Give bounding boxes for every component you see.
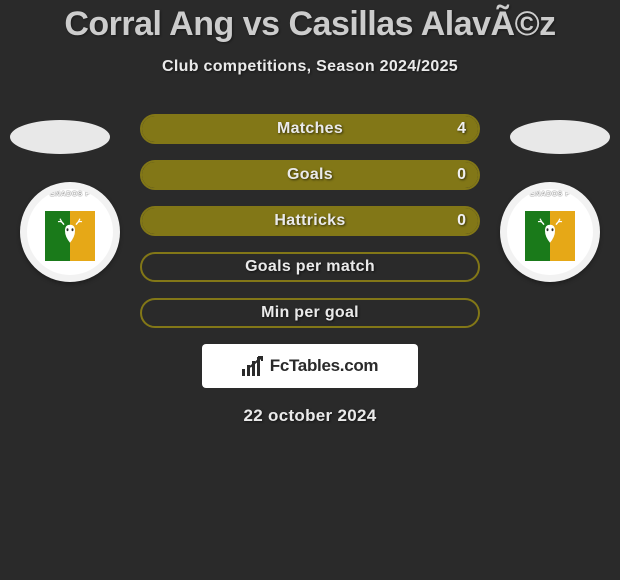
stat-label: Hattricks bbox=[142, 212, 478, 230]
logo-arrow-icon bbox=[248, 353, 266, 371]
deer-icon bbox=[56, 217, 84, 251]
player-avatar-left bbox=[10, 120, 110, 154]
badge-arc-text-left: ENADOS F bbox=[27, 191, 113, 198]
club-badge-right: ENADOS F bbox=[500, 182, 600, 282]
stat-value-right: 0 bbox=[457, 212, 466, 230]
stat-value-right: 0 bbox=[457, 166, 466, 184]
club-badge-inner: ENADOS F bbox=[27, 189, 113, 275]
fctables-logo[interactable]: FcTables.com bbox=[202, 344, 418, 388]
stat-label: Goals bbox=[142, 166, 478, 184]
stat-row: Hattricks0 bbox=[140, 206, 480, 236]
deer-icon bbox=[536, 217, 564, 251]
season-subtitle: Club competitions, Season 2024/2025 bbox=[0, 58, 620, 76]
player-avatar-right bbox=[510, 120, 610, 154]
date-text: 22 october 2024 bbox=[0, 406, 620, 426]
stat-row: Goals per match bbox=[140, 252, 480, 282]
club-badge-inner: ENADOS F bbox=[507, 189, 593, 275]
stat-label: Matches bbox=[142, 120, 478, 138]
stat-label: Goals per match bbox=[142, 258, 478, 276]
stat-value-right: 4 bbox=[457, 120, 466, 138]
stat-row: Goals0 bbox=[140, 160, 480, 190]
badge-arc-text-right: ENADOS F bbox=[507, 191, 593, 198]
club-badge-left: ENADOS F bbox=[20, 182, 120, 282]
stat-row: Matches4 bbox=[140, 114, 480, 144]
page-title: Corral Ang vs Casillas AlavÃ©z bbox=[0, 5, 620, 44]
stat-row: Min per goal bbox=[140, 298, 480, 328]
stat-label: Min per goal bbox=[142, 304, 478, 322]
comparison-widget: Corral Ang vs Casillas AlavÃ©z Club comp… bbox=[0, 0, 620, 580]
logo-text: FcTables.com bbox=[270, 356, 379, 376]
